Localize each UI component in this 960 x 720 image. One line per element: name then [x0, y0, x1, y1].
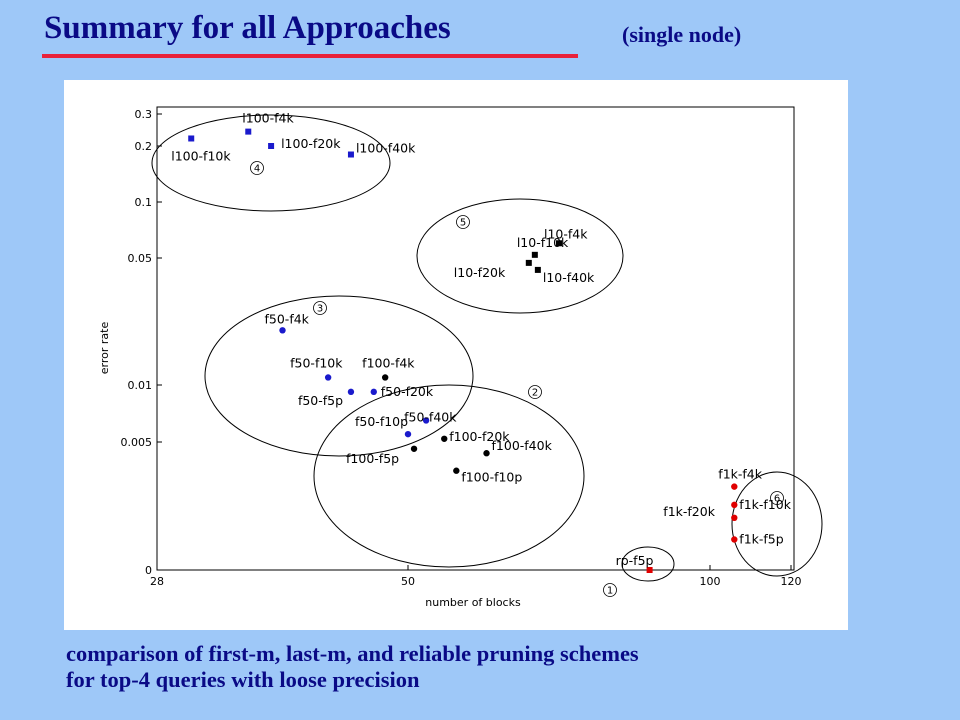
group-ellipse — [204, 295, 474, 457]
group-number-circle — [603, 583, 617, 597]
slide-title: Summary for all Approaches — [44, 10, 451, 46]
group-number: 3 — [317, 304, 323, 315]
data-point-f100-f4k — [381, 374, 389, 381]
group-number-circle — [528, 385, 542, 399]
data-point-rp-f5p — [646, 567, 653, 573]
data-point-f50-f40k — [422, 417, 430, 424]
axes: 28 50 100 120 0 0.005 0.01 0.05 0.1 0.2 0.3 number … — [98, 106, 802, 609]
data-label-f1k-f10k: f1k-f10k — [739, 497, 791, 512]
slide-caption: comparison of first-m, last-m, and relia… — [66, 641, 639, 693]
title-underline — [42, 54, 578, 58]
group-ellipse — [313, 384, 585, 568]
data-label-f1k-f20k: f1k-f20k — [663, 504, 715, 519]
group-number-circle — [313, 301, 327, 315]
x-tick-label: 120 — [781, 575, 802, 588]
chart-panel: 28 50 100 120 0 0.005 0.01 0.05 0.1 0.2 0.3 number … — [64, 80, 848, 630]
data-point-l10-f20k — [525, 259, 532, 266]
data-label-l10-f4k: l10-f4k — [544, 226, 588, 241]
x-tick-label: 28 — [150, 575, 164, 588]
caption-line-1: comparison of first-m, last-m, and relia… — [66, 641, 639, 666]
group-number: 2 — [532, 388, 538, 399]
slide-subtitle: (single node) — [622, 22, 742, 47]
data-label-l10-f40k: l10-f40k — [543, 270, 595, 285]
y-tick-label: 0.3 — [135, 108, 153, 121]
data-point-l100-f4k — [245, 128, 252, 135]
data-point-l100-f40k — [347, 151, 354, 158]
data-label-l10-f10k: l10-f10k — [517, 235, 569, 250]
data-point-f1k-f4k — [731, 483, 738, 490]
data-point-l10-f40k — [534, 266, 541, 273]
group-ellipse — [731, 471, 823, 577]
y-axis-label: error rate — [98, 322, 111, 375]
data-label-l10-f20k: l10-f20k — [454, 265, 506, 280]
data-label-f1k-f5p: f1k-f5p — [739, 531, 783, 546]
group-ellipse — [621, 546, 675, 582]
group-number-circle — [250, 161, 264, 175]
group-number-circle — [456, 215, 470, 229]
caption-line-2: for top-4 queries with loose precision — [66, 667, 420, 692]
scatter-chart: 28 50 100 120 0 0.005 0.01 0.05 0.1 0.2 0.3 number … — [98, 106, 823, 609]
group-ellipse — [416, 198, 624, 314]
data-label-f50-f10k: f50-f10k — [290, 355, 343, 370]
data-label-f50-f20k: f50-f20k — [381, 384, 434, 399]
data-point-l100-f20k — [268, 143, 275, 149]
data-label-l100-f4k: l100-f4k — [242, 111, 294, 126]
y-tick-label: 0.01 — [128, 379, 153, 392]
y-tick-label: 0.005 — [121, 436, 153, 449]
data-label-l100-f20k: l100-f20k — [281, 136, 341, 151]
data-point-f100-f10p — [453, 467, 460, 474]
data-points — [188, 128, 738, 573]
data-label-rp-f5p: rp-f5p — [616, 553, 654, 568]
data-label-f1k-f4k: f1k-f4k — [718, 467, 762, 482]
data-point-f100-f20k — [441, 435, 448, 442]
data-label-f100-f40k: f100-f40k — [492, 438, 553, 453]
data-point-f50-f5p — [347, 388, 355, 396]
data-point-f50-f10k — [324, 374, 332, 381]
data-point-l10-f10k — [531, 251, 538, 258]
data-point-f1k-f10k — [731, 501, 738, 509]
y-tick-label: 0.1 — [135, 196, 153, 209]
y-tick-label: 0.2 — [135, 140, 153, 153]
data-point-l10-f4k — [556, 240, 562, 247]
data-point-f100-f5p — [410, 445, 418, 452]
x-axis-label: number of blocks — [425, 596, 521, 609]
data-labels: l100-f10k l100-f4k l100-f20k l100-f40k l10-f… — [171, 111, 791, 568]
data-point-f50-f10p — [404, 430, 412, 438]
data-label-f100-f10p: f100-f10p — [461, 470, 522, 485]
y-tick-label: 0.05 — [128, 252, 153, 265]
data-label-f100-f20k: f100-f20k — [449, 429, 510, 444]
data-point-f50-f4k — [279, 327, 286, 334]
data-point-f1k-f20k — [731, 514, 738, 522]
group-ellipse — [151, 114, 391, 212]
group-ellipses: 4 5 3 2 6 1 — [151, 114, 823, 597]
data-label-f100-f5p: f100-f5p — [346, 451, 399, 466]
data-point-f100-f40k — [483, 450, 490, 457]
data-label-f50-f4k: f50-f4k — [265, 311, 310, 326]
data-label-f50-f40k: f50-f40k — [404, 409, 457, 424]
x-tick-label: 100 — [700, 575, 721, 588]
x-tick-label: 50 — [401, 575, 415, 588]
group-number: 6 — [774, 494, 780, 505]
y-tick-label: 0 — [145, 564, 152, 577]
data-label-l100-f10k: l100-f10k — [171, 148, 231, 163]
plot-frame — [156, 106, 795, 571]
group-number: 1 — [607, 586, 613, 597]
data-label-f100-f4k: f100-f4k — [362, 355, 415, 370]
data-label-f50-f5p: f50-f5p — [298, 393, 343, 408]
data-point-f1k-f5p — [731, 536, 738, 543]
group-number: 5 — [460, 218, 466, 229]
data-point-f50-f20k — [370, 388, 377, 396]
data-point-l100-f10k — [188, 135, 195, 142]
group-number: 4 — [254, 164, 260, 175]
group-number-circle — [770, 491, 784, 505]
data-label-f50-f10p: f50-f10p — [355, 414, 408, 429]
data-label-l100-f40k: l100-f40k — [356, 141, 416, 156]
